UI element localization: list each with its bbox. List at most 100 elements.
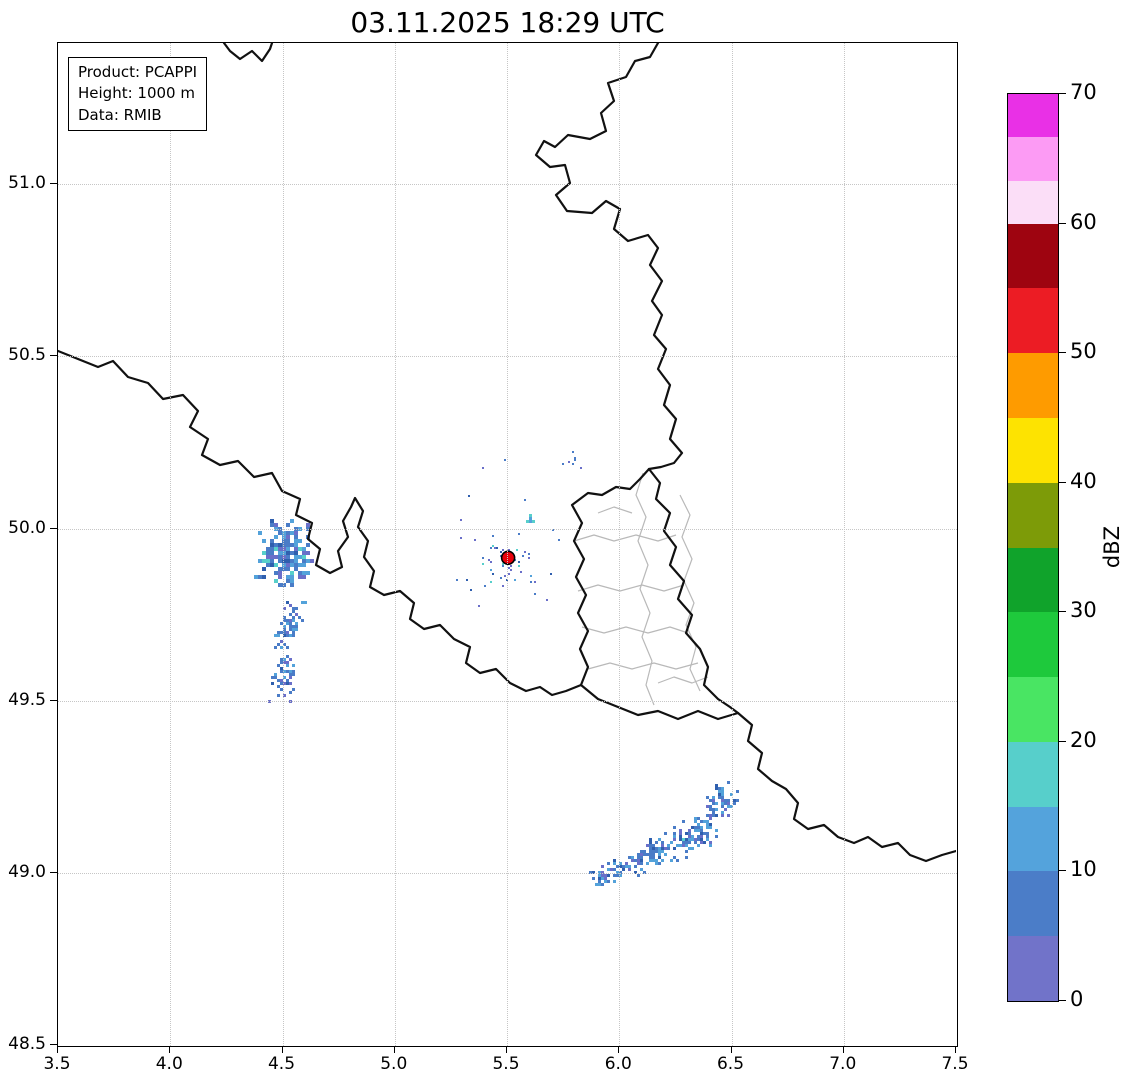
radar-echo-cell: [274, 563, 278, 567]
radar-echo-cell: [289, 682, 292, 685]
radar-echo-cell: [601, 877, 604, 880]
radar-echo-cell: [631, 859, 634, 862]
radar-echo-cell: [598, 883, 601, 886]
radar-echo-cell: [294, 567, 298, 571]
radar-echo-cell: [697, 826, 700, 829]
radar-echo-cell: [283, 643, 286, 646]
radar-echo-cell: [685, 838, 688, 841]
radar-echo-cell: [283, 682, 286, 685]
radar-echo-cell: [290, 551, 294, 555]
radar-echo-cell: [718, 793, 721, 796]
radar-echo-cell: [634, 871, 637, 874]
radar-echo-cell: [673, 856, 676, 859]
radar-echo-cell: [658, 850, 661, 853]
radar-echo-cell: [649, 847, 652, 850]
radar-echo-cell: [649, 844, 652, 847]
y-tick-mark: [50, 871, 57, 873]
radar-echo-cell: [492, 573, 494, 575]
radar-echo-cell: [673, 826, 676, 829]
radar-echo-cell: [270, 539, 274, 543]
radar-echo-cell: [622, 865, 625, 868]
map-canvas: [58, 43, 956, 886]
radar-echo-cell: [613, 862, 616, 865]
luxembourg-district-borders: [573, 472, 709, 706]
radar-echo-cell: [550, 573, 552, 575]
radar-echo-cell: [715, 829, 718, 832]
radar-echo-cell: [634, 859, 637, 862]
radar-echo-cell: [271, 676, 274, 679]
radar-echo-cell: [712, 796, 715, 799]
radar-echo-cell: [649, 850, 652, 853]
radar-echo-cell: [274, 634, 277, 637]
radar-echo-cell: [682, 820, 685, 823]
radar-echo-cell: [478, 605, 480, 607]
x-tick-mark: [842, 1047, 844, 1053]
radar-echo-cell: [283, 607, 286, 610]
radar-echo-cell: [292, 631, 295, 634]
colorbar-tick-label: 70: [1070, 80, 1097, 104]
radar-echo-cell: [694, 820, 697, 823]
radar-echo-cell: [637, 862, 640, 865]
radar-echo-cell: [274, 676, 277, 679]
radar-echo-cell: [628, 865, 631, 868]
radar-echo-cell: [301, 601, 304, 604]
radar-echo-cell: [274, 579, 278, 583]
x-tick-label: 4.0: [155, 1054, 183, 1074]
radar-echo-cell: [295, 622, 298, 625]
colorbar-axis-label: dBZ: [1100, 525, 1124, 569]
radar-echo-cell: [694, 829, 697, 832]
radar-echo-cell: [508, 567, 510, 569]
radar-echo-cell: [292, 628, 295, 631]
radar-echo-cell: [616, 871, 619, 874]
radar-echo-cell: [524, 499, 526, 501]
radar-echo-cell: [270, 543, 274, 547]
radar-echo-cell: [286, 559, 290, 563]
radar-echo-cell: [283, 616, 286, 619]
radar-echo-cell: [679, 832, 682, 835]
radar-echo-cell: [649, 853, 652, 856]
radar-echo-cell: [718, 790, 721, 793]
radar-echo-cell: [286, 543, 290, 547]
colorbar-segment: [1008, 676, 1058, 742]
radar-site-marker: [500, 550, 516, 566]
radar-echo-cell: [616, 865, 619, 868]
radar-echo-cell: [262, 551, 266, 555]
radar-echo-cell: [697, 817, 700, 820]
radar-echo-cell: [286, 551, 290, 555]
radar-echo-cell: [721, 793, 724, 796]
radar-echo-cell: [482, 557, 484, 559]
radar-echo-cell: [301, 619, 304, 622]
radar-echo-cell: [721, 811, 724, 814]
colorbar-segment: [1008, 352, 1058, 418]
radar-echo-cell: [266, 559, 270, 563]
radar-echo-cell: [502, 563, 504, 565]
radar-echo-cell: [697, 823, 700, 826]
radar-echo-cell: [456, 579, 458, 581]
radar-echo-cell: [736, 799, 739, 802]
radar-echo-cell: [286, 531, 290, 535]
gridline-x: [282, 43, 284, 1046]
radar-echo-cell: [292, 664, 295, 667]
radar-echo-cell: [709, 805, 712, 808]
radar-echo-cell: [709, 808, 712, 811]
gridline-y: [58, 872, 957, 874]
gridline-x: [731, 43, 733, 1046]
radar-echo-cell: [292, 625, 295, 628]
colorbar-segment: [1008, 806, 1058, 872]
x-tick-label: 5.5: [492, 1054, 520, 1074]
radar-echo-cell: [604, 880, 607, 883]
radar-echo-cell: [290, 519, 294, 523]
radar-echo-cell: [289, 691, 292, 694]
y-tick-mark: [50, 699, 57, 701]
radar-echo-cell: [700, 838, 703, 841]
radar-echo-cell: [679, 835, 682, 838]
radar-echo-cell: [658, 853, 661, 856]
radar-echo-cell: [278, 559, 282, 563]
radar-echo-cell: [709, 823, 712, 826]
radar-echo-cell: [694, 841, 697, 844]
radar-echo-cell: [280, 661, 283, 664]
radar-echo-cell: [652, 844, 655, 847]
radar-echo-cell: [715, 814, 718, 817]
radar-echo-cell: [306, 559, 310, 563]
radar-echo-cell: [534, 581, 536, 583]
